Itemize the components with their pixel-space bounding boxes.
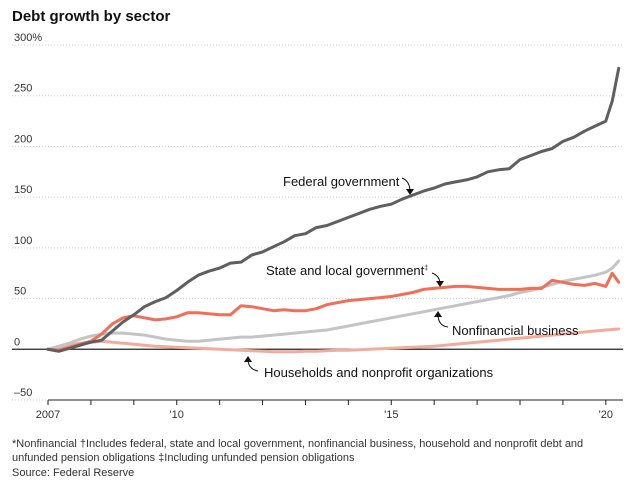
y-tick-label: 250	[14, 83, 32, 95]
federal-government-arrowhead	[406, 189, 414, 195]
series-line-households-and-nonprofit-organizations	[46, 327, 621, 354]
series-line-federal-government	[46, 66, 621, 353]
y-tick-label: 200	[14, 133, 32, 145]
y-tick-label: 0	[14, 336, 20, 348]
x-tick-label: '10	[170, 409, 184, 421]
gridlines	[12, 44, 623, 401]
source-note: Source: Federal Reserve	[12, 467, 134, 479]
footnote-line-2: unfunded pension obligations ‡Including …	[12, 452, 355, 464]
label-nonfinancial-business: Nonfinancial business	[452, 323, 579, 338]
state-local-arrowhead	[436, 281, 444, 287]
y-tick-label: 300%	[14, 32, 42, 44]
series-lines	[46, 66, 621, 354]
x-axis: 2007 '10 '15 '20	[36, 399, 623, 421]
x-tick-label: 2007	[36, 409, 60, 421]
series-line-state-and-local-government	[46, 271, 621, 352]
y-tick-label: 50	[14, 286, 26, 298]
chart-title: Debt growth by sector	[12, 8, 171, 25]
y-tick-label: 100	[14, 235, 32, 247]
y-tick-label: –50	[14, 387, 32, 399]
x-tick-label: '20	[599, 409, 613, 421]
x-tick-label: '15	[384, 409, 398, 421]
households-arrowhead	[244, 356, 252, 362]
annotations: Federal government State and local gover…	[244, 174, 579, 380]
footnote-line-1: *Nonfinancial †Includes federal, state a…	[12, 438, 583, 450]
label-state-local-government: State and local government‡	[266, 263, 428, 278]
label-households: Households and nonprofit organizations	[264, 365, 494, 380]
nonfinancial-business-arrowhead	[434, 311, 442, 317]
series-line-nonfinancial-business	[46, 259, 621, 351]
y-axis-ticks: –50 0 50 100 150 200 250 300%	[14, 32, 42, 399]
label-federal-government: Federal government	[283, 174, 400, 189]
y-tick-label: 150	[14, 184, 32, 196]
